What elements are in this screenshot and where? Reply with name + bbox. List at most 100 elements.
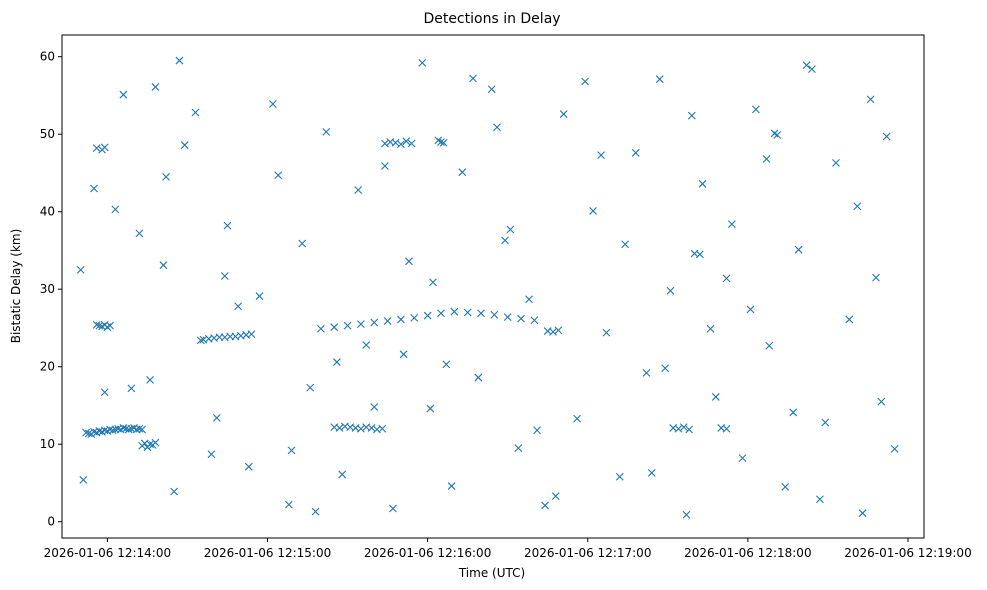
- data-point: [525, 295, 533, 304]
- data-point: [170, 487, 178, 496]
- data-point: [268, 100, 277, 108]
- y-tick-label: 40: [40, 205, 55, 219]
- data-point: [866, 95, 875, 104]
- chart-title: Detections in Delay: [423, 11, 560, 27]
- data-point: [666, 286, 675, 295]
- data-point: [100, 143, 109, 152]
- data-point: [469, 74, 477, 83]
- data-point: [674, 424, 683, 433]
- data-point: [92, 144, 101, 153]
- data-point: [541, 501, 549, 510]
- data-point: [530, 316, 539, 325]
- data-point: [554, 326, 563, 335]
- data-point: [82, 428, 90, 437]
- data-point: [274, 171, 283, 180]
- data-point: [687, 111, 696, 120]
- data-point: [549, 327, 557, 336]
- data-point: [533, 426, 541, 435]
- y-tick-label: 60: [40, 50, 55, 64]
- data-point: [751, 105, 760, 114]
- data-point: [765, 341, 774, 350]
- data-point: [405, 257, 413, 266]
- data-point: [858, 509, 867, 518]
- data-point: [506, 225, 515, 234]
- data-point: [631, 148, 640, 157]
- data-point: [621, 240, 629, 249]
- data-point: [119, 90, 128, 99]
- data-point: [180, 141, 189, 149]
- data-point: [738, 454, 747, 463]
- data-point: [357, 424, 365, 433]
- data-point: [437, 309, 445, 318]
- data-point: [196, 336, 205, 345]
- data-point: [332, 358, 341, 366]
- data-point: [247, 330, 256, 339]
- data-point: [501, 236, 509, 245]
- data-point: [234, 302, 243, 311]
- data-point: [474, 373, 483, 382]
- data-point: [383, 317, 392, 325]
- data-point: [685, 425, 694, 434]
- x-tick-label: 2026-01-06 12:16:00: [364, 546, 491, 560]
- plot-area: [61, 34, 925, 539]
- data-point: [212, 413, 221, 422]
- data-point: [90, 184, 98, 193]
- data-point: [490, 310, 499, 319]
- data-point: [389, 504, 397, 513]
- data-point: [597, 151, 605, 160]
- scatter-series: [76, 56, 899, 519]
- data-point: [439, 138, 448, 147]
- data-point: [711, 393, 720, 401]
- data-point: [679, 423, 688, 432]
- data-point: [391, 138, 400, 147]
- data-point: [872, 273, 880, 282]
- data-point: [76, 265, 85, 274]
- data-point: [442, 360, 451, 369]
- data-point: [722, 424, 731, 433]
- data-point: [124, 425, 133, 434]
- data-point: [343, 321, 352, 330]
- data-point: [551, 492, 560, 501]
- data-point: [407, 139, 416, 148]
- data-point: [111, 205, 120, 214]
- data-point: [487, 85, 496, 94]
- data-point: [727, 220, 736, 228]
- data-point: [706, 324, 715, 333]
- data-point: [162, 172, 170, 181]
- data-point: [135, 229, 144, 238]
- data-point: [423, 311, 432, 320]
- data-point: [426, 404, 435, 413]
- x-tick-label: 2026-01-06 12:17:00: [524, 546, 651, 560]
- data-point: [151, 83, 160, 91]
- data-point: [287, 446, 296, 455]
- data-point: [322, 127, 331, 136]
- data-point: [381, 139, 389, 148]
- data-point: [370, 318, 379, 327]
- data-point: [573, 414, 581, 423]
- x-axis: 2026-01-06 12:14:00 2026-01-06 12:15:00 20…: [44, 538, 972, 560]
- data-point: [191, 108, 200, 117]
- data-point: [655, 75, 664, 84]
- data-point: [330, 323, 339, 332]
- data-point: [223, 221, 232, 230]
- data-point: [146, 440, 154, 449]
- data-point: [220, 272, 229, 280]
- data-point: [92, 320, 101, 329]
- data-point: [589, 207, 597, 215]
- data-point: [661, 364, 670, 373]
- data-point: [255, 292, 264, 301]
- data-point: [437, 138, 445, 146]
- x-tick-label: 2026-01-06 12:15:00: [204, 546, 331, 560]
- y-tick-label: 10: [40, 437, 55, 451]
- data-point: [802, 61, 811, 70]
- data-point: [559, 110, 568, 118]
- data-point: [108, 426, 117, 435]
- data-point: [746, 305, 755, 314]
- data-point: [335, 424, 344, 432]
- data-point: [695, 250, 704, 259]
- data-point: [119, 424, 128, 432]
- data-point: [698, 179, 707, 188]
- data-point: [458, 168, 467, 177]
- data-point: [463, 308, 472, 317]
